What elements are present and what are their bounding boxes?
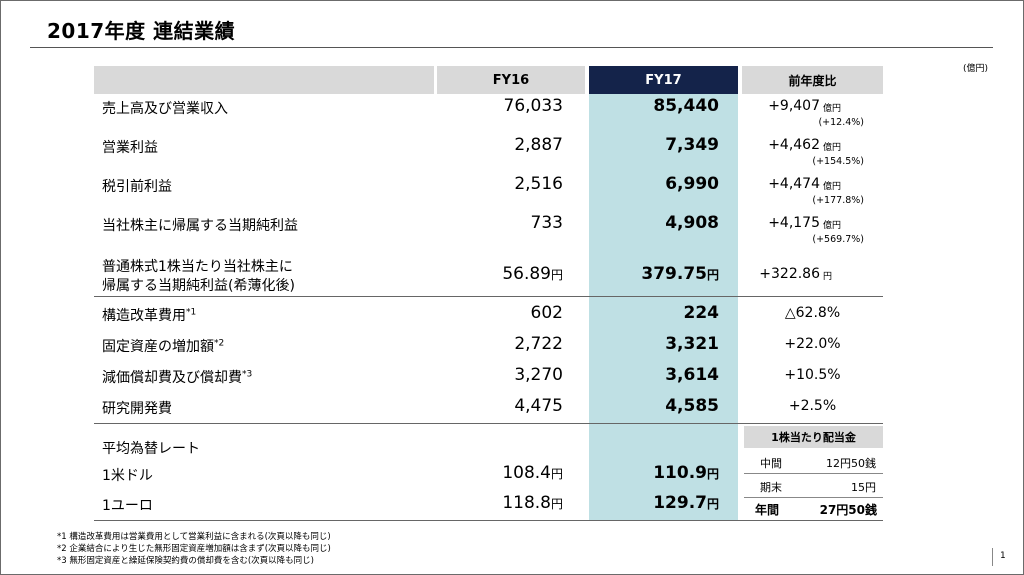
fy16-value: 2,516: [514, 174, 563, 194]
fy17-value: 85,440: [653, 96, 719, 116]
diff-value: △62.8%: [784, 305, 841, 321]
diff-unit: 億円: [823, 143, 842, 153]
footnote: *1 構造改革費用は営業費用として営業利益に含まれる(次頁以降も同じ): [57, 532, 331, 542]
diff-value: +2.5%: [788, 398, 837, 414]
section-divider: [94, 423, 883, 424]
fx-fy17-value: 110.9円: [653, 463, 719, 483]
dividend-yearend-value: 15円: [851, 481, 876, 494]
diff-unit: 億円: [823, 182, 842, 192]
fy16-value: 4,475: [514, 396, 563, 416]
fy17-column-highlight: [589, 94, 738, 520]
diff-unit: 億円: [823, 221, 842, 231]
diff-percent: (+177.8%): [812, 195, 864, 206]
fx-label: 1米ドル: [102, 468, 153, 484]
fy16-value: 2,722: [514, 334, 563, 354]
row-label: 減価償却費及び償却費*3: [102, 369, 253, 386]
header-fy16: FY16: [437, 66, 585, 94]
fy16-value: 3,270: [514, 365, 563, 385]
dividend-interim-label: 中間: [760, 457, 782, 470]
fx-fy16-value: 118.8円: [502, 493, 563, 513]
row-label: 固定資産の増加額*2: [102, 338, 225, 355]
table-bottom-border: [94, 520, 883, 521]
diff-value: +22.0%: [784, 336, 841, 352]
row-label: 営業利益: [102, 140, 158, 156]
dividend-annual-label: 年間: [755, 503, 780, 517]
fy17-value: 4,585: [665, 396, 719, 416]
fy17-value: 7,349: [665, 135, 719, 155]
fx-heading: 平均為替レート: [102, 441, 200, 457]
page-number: 1: [1000, 551, 1006, 561]
footnote: *3 無形固定資産と繰延保険契約費の償却費を含む(次頁以降も同じ): [57, 556, 314, 566]
section-divider: [94, 296, 883, 297]
dividend-divider: [744, 497, 883, 498]
header-blank-cell: [94, 66, 434, 94]
fy17-value: 4,908: [665, 213, 719, 233]
header-fy17: FY17: [589, 66, 738, 94]
dividend-divider: [744, 473, 883, 474]
dividend-yearend-label: 期末: [760, 481, 782, 494]
row-label: 研究開発費: [102, 401, 172, 417]
footnote: *2 企業結合により生じた無形固定資産増加額は含まず(次頁以降も同じ): [57, 544, 331, 554]
eps-fy16-value: 56.89円: [502, 264, 563, 284]
eps-diff-unit: 円: [823, 272, 833, 282]
row-label: 構造改革費用*1: [102, 307, 197, 324]
diff-percent: (+12.4%): [818, 117, 864, 128]
fx-fy16-value: 108.4円: [502, 463, 563, 483]
fy17-value: 3,614: [665, 365, 719, 385]
diff-value: +9,407: [768, 98, 820, 114]
fx-fy17-value: 129.7円: [653, 493, 719, 513]
diff-percent: (+569.7%): [812, 234, 864, 245]
dividend-interim-value: 12円50銭: [826, 457, 876, 470]
eps-diff-value: +322.86: [759, 266, 820, 282]
fy17-value: 6,990: [665, 174, 719, 194]
diff-value: +4,175: [768, 215, 820, 231]
fy17-value: 3,321: [665, 334, 719, 354]
header-diff: 前年度比: [742, 66, 883, 94]
unit-label: (億円): [963, 64, 989, 74]
row-label: 当社株主に帰属する当期純利益: [102, 218, 298, 234]
fy16-value: 76,033: [503, 96, 563, 116]
dividend-heading: 1株当たり配当金: [744, 426, 883, 448]
page-title: 2017年度 連結業績: [47, 19, 236, 43]
fy16-value: 602: [530, 303, 563, 323]
diff-percent: (+154.5%): [812, 156, 864, 167]
eps-label-line-2: 帰属する当期純利益(希薄化後): [102, 278, 295, 294]
diff-value: +4,462: [768, 137, 820, 153]
diff-unit: 億円: [823, 104, 842, 114]
fx-label: 1ユーロ: [102, 498, 153, 514]
eps-label-line-1: 普通株式1株当たり当社株主に: [102, 259, 293, 275]
diff-value: +4,474: [768, 176, 820, 192]
fy17-value: 224: [683, 303, 720, 323]
title-divider: [30, 47, 993, 48]
page-number-divider: [992, 548, 993, 566]
eps-fy17-value: 379.75円: [641, 264, 719, 284]
dividend-annual-value: 27円50銭: [819, 503, 877, 517]
row-label: 売上高及び営業収入: [102, 101, 228, 117]
fy16-value: 2,887: [514, 135, 563, 155]
footnotes: *1 構造改革費用は営業費用として営業利益に含まれる(次頁以降も同じ) *2 企…: [57, 531, 331, 567]
row-label: 税引前利益: [102, 179, 172, 195]
fy16-value: 733: [530, 213, 563, 233]
diff-value: +10.5%: [784, 367, 841, 383]
